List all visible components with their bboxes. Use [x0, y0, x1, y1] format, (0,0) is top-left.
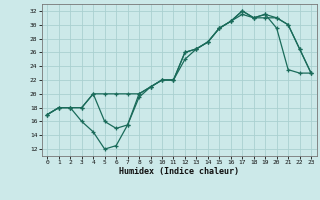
X-axis label: Humidex (Indice chaleur): Humidex (Indice chaleur): [119, 167, 239, 176]
